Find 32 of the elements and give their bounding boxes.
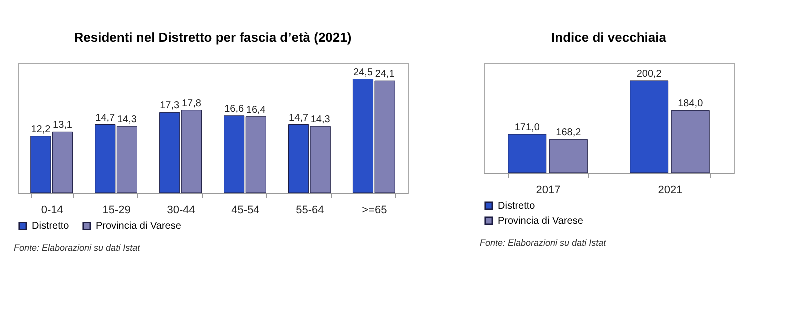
data-label: 13,1 — [53, 120, 73, 132]
data-label: 14,7 — [289, 112, 309, 124]
data-label: 24,1 — [375, 69, 396, 80]
source-note: Fonte: Elaborazioni su dati Istat — [13, 243, 142, 253]
data-label: 24,5 — [354, 67, 374, 78]
legend-label: Distretto — [498, 201, 536, 212]
x-tick-label: 2017 — [536, 184, 561, 196]
data-label: 184,0 — [678, 98, 704, 110]
x-tick-label: 0-14 — [41, 204, 64, 216]
legend-label: Provincia di Varese — [498, 216, 584, 227]
chart-title: Indice di vecchiaia — [552, 30, 668, 45]
data-label: 14,3 — [310, 114, 331, 126]
x-tick-label: >=65 — [362, 204, 388, 216]
x-tick-label: 15-29 — [102, 204, 131, 216]
data-label: 14,7 — [96, 112, 116, 124]
data-label: 171,0 — [514, 122, 540, 134]
data-label: 168,2 — [556, 128, 582, 139]
data-label: 12,2 — [31, 124, 52, 136]
source-note: Fonte: Elaborazioni su dati Istat — [479, 238, 608, 248]
chart-title: Residenti nel Distretto per fascia d’età (2021) — [74, 30, 352, 45]
data-label: 14,3 — [117, 114, 138, 126]
data-label: 17,8 — [182, 98, 202, 110]
x-tick-label: 30-44 — [167, 204, 196, 216]
data-label: 16,6 — [224, 104, 244, 115]
x-tick-label: 55-64 — [296, 204, 324, 216]
legend-label: Distretto — [32, 221, 70, 232]
x-tick-label: 45-54 — [232, 204, 260, 216]
data-label: 16,4 — [246, 104, 266, 116]
x-tick-label: 2021 — [658, 184, 683, 196]
data-label: 200,2 — [636, 68, 662, 80]
legend-label: Provincia di Varese — [96, 221, 182, 232]
data-label: 17,3 — [160, 100, 180, 112]
